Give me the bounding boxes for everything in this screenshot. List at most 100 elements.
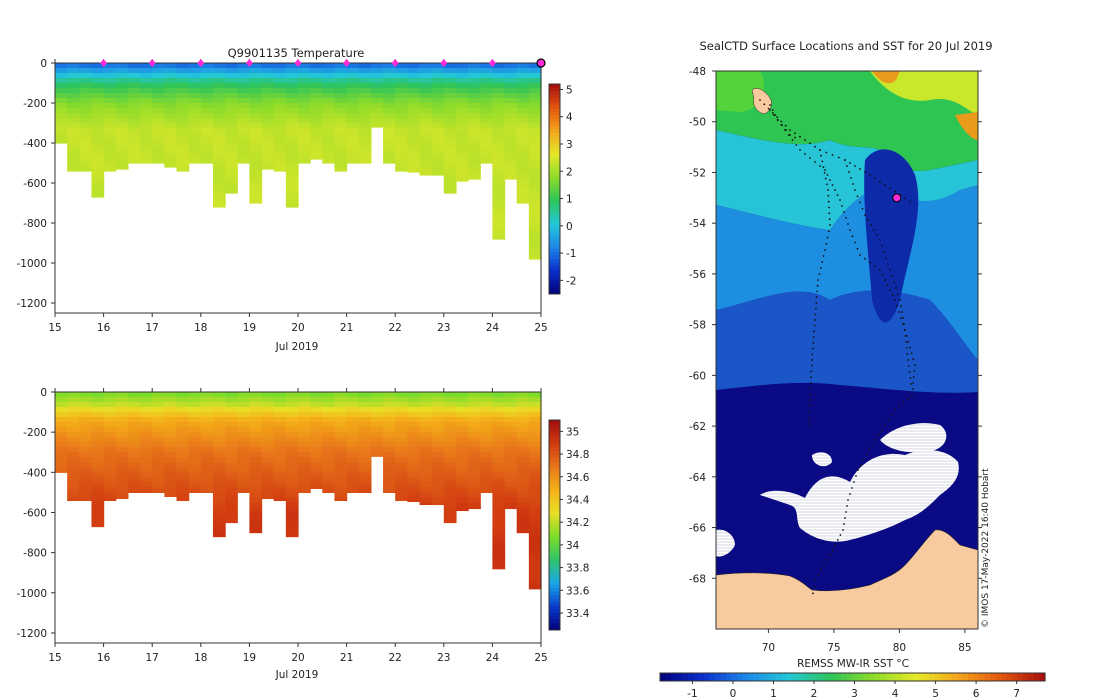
section-cell (334, 148, 348, 154)
colorbar-segment (549, 213, 560, 218)
section-cell (334, 402, 348, 408)
track-dot (772, 114, 775, 116)
colorbar-segment (549, 602, 560, 606)
colorbar-segment (549, 574, 560, 578)
section-cell (383, 153, 396, 159)
section-cell (115, 492, 129, 499)
section-cell (455, 178, 469, 182)
section-cell (322, 118, 336, 124)
track-dot (809, 157, 811, 159)
section-cell (322, 462, 336, 468)
section-cell (334, 158, 348, 164)
section-cell (298, 477, 311, 483)
colorbar-segment (549, 224, 560, 228)
section-cell (455, 487, 469, 493)
track-dot (781, 124, 783, 126)
section-cell (115, 427, 129, 433)
section-cell (273, 477, 287, 483)
section-cell (140, 412, 153, 418)
y-tick-label: -200 (23, 427, 47, 439)
section-cell (225, 457, 238, 463)
section-cell (103, 492, 117, 499)
section-cell (322, 93, 336, 99)
section-cell (492, 442, 506, 448)
section-cell (492, 422, 506, 428)
section-cell (358, 427, 372, 433)
track-dot (889, 289, 891, 291)
section-cell (322, 417, 336, 423)
section-cell (310, 417, 323, 423)
section-cell (431, 492, 445, 499)
colorbar-segment (549, 528, 560, 533)
section-cell (310, 68, 323, 74)
section-cell (273, 133, 287, 139)
track-dot (907, 359, 909, 361)
section-cell (164, 73, 178, 79)
section-cell (358, 432, 372, 438)
section-cell (79, 487, 93, 493)
section-cell (407, 497, 421, 503)
section-cell (212, 163, 226, 169)
section-cell (346, 78, 360, 84)
section-cell (164, 402, 178, 408)
x-tick-label: 21 (340, 652, 353, 664)
section-cell (370, 93, 384, 99)
section-cell (370, 108, 384, 114)
section-cell (407, 133, 421, 139)
section-cell (407, 417, 421, 423)
track-dot (759, 99, 761, 101)
section-cell (127, 472, 141, 478)
map-y-tick-label: -60 (689, 370, 706, 382)
section-cell (127, 103, 141, 109)
section-cell (285, 143, 299, 149)
track-dot (799, 149, 801, 151)
colorbar-segment (549, 605, 560, 610)
section-cell (164, 432, 178, 438)
section-cell (79, 103, 93, 109)
section-cell (55, 462, 68, 468)
colorbar-segment (549, 161, 560, 165)
section-cell (516, 118, 530, 124)
section-cell (249, 93, 263, 99)
section-cell (504, 452, 518, 458)
section-cell (504, 98, 518, 104)
section-cell (310, 432, 323, 438)
section-cell (261, 472, 275, 478)
track-dot (893, 281, 895, 283)
section-cell (225, 98, 238, 104)
section-cell (67, 103, 80, 109)
section-cell (103, 63, 117, 69)
track-dot (885, 257, 887, 259)
section-cell (188, 93, 202, 99)
section-cell (346, 98, 360, 104)
section-cell (261, 133, 275, 139)
section-cell (140, 113, 153, 119)
section-cell (528, 492, 542, 499)
section-cell (455, 83, 469, 89)
section-cell (200, 447, 214, 453)
section-cell (261, 168, 275, 170)
section-cell (504, 457, 518, 463)
section-cell (212, 442, 226, 448)
section-cell (395, 88, 408, 94)
section-cell (140, 78, 153, 84)
section-cell (152, 128, 165, 134)
section-cell (480, 462, 493, 468)
x-tick-label: 18 (194, 322, 207, 334)
section-cell (419, 78, 433, 84)
section-cell (103, 158, 117, 164)
section-cell (237, 402, 250, 408)
section-cell (480, 467, 493, 473)
section-cell (249, 183, 263, 189)
section-cell (140, 73, 153, 79)
section-cell (358, 133, 372, 139)
section-cell (528, 98, 542, 104)
colorbar-tick-label: 35 (566, 426, 579, 438)
section-cell (55, 123, 68, 129)
section-cell (91, 83, 105, 89)
section-cell (516, 502, 530, 509)
profile-marker (294, 59, 302, 67)
section-cell (492, 417, 506, 423)
colorbar-segment (549, 591, 560, 596)
section-cell (346, 432, 360, 438)
